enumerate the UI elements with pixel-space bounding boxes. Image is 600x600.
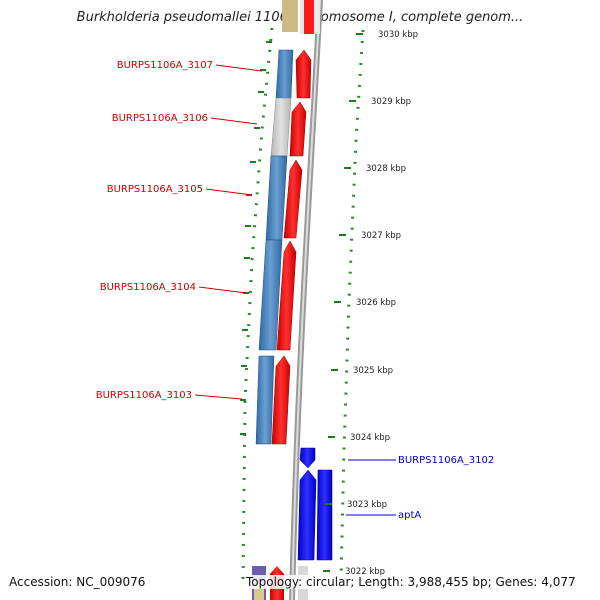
inner-dotted-ring [241, 27, 274, 581]
gene-label-leader [210, 117, 258, 125]
forward-gene-labels: BURPS1106A_3107 BURPS1106A_3106 BURPS1106A… [96, 60, 263, 401]
gene-arrow-apta-2 [316, 469, 333, 561]
gene-label[interactable]: BURPS1106A_3106 [112, 113, 208, 124]
topology-summary: Topology: circular; Length: 3,988,455 bp… [246, 575, 576, 589]
gene-label-leader [215, 64, 263, 72]
gene-block-3103 [255, 355, 275, 445]
gene-label[interactable]: aptA [398, 510, 421, 521]
tick-label: 3030 kbp [378, 30, 418, 40]
accession-label: Accession: NC_009076 [9, 575, 146, 589]
cds-arrow-track [271, 49, 312, 445]
map-title: Burkholderia pseudomallei 1106a chromoso… [76, 10, 524, 25]
tick-label: 3025 kbp [353, 366, 393, 376]
tick-label: 3023 kbp [347, 500, 387, 510]
scale-ticks [323, 33, 363, 572]
tick-label: 3026 kbp [356, 298, 396, 308]
gene-block-3106 [270, 97, 292, 157]
scale-tick-labels: 3030 kbp 3029 kbp 3028 kbp 3027 kbp 3026 kbp… [345, 30, 418, 577]
cds-arrow-3106 [289, 101, 307, 157]
gene-arrow-apta-1 [297, 469, 317, 561]
tick-label: 3029 kbp [371, 97, 411, 107]
feature-top-tan [282, 0, 320, 34]
gene-label-leader [205, 188, 253, 196]
gene-block-3107 [275, 49, 294, 99]
gene-label[interactable]: BURPS1106A_3107 [117, 60, 213, 71]
inner-ring-ticks [240, 41, 272, 435]
gene-label-leader [194, 394, 243, 400]
gene-block-3105 [265, 155, 288, 241]
outer-dotted-ring [339, 29, 365, 581]
cds-arrow-3107 [295, 49, 312, 99]
gene-label[interactable]: BURPS1106A_3103 [96, 390, 192, 401]
forward-gene-track [255, 49, 294, 445]
reverse-gene-labels: BURPS1106A_3102 aptA [346, 455, 494, 521]
gene-label[interactable]: BURPS1106A_3104 [100, 282, 196, 293]
backbone-arc [289, 0, 323, 600]
gene-label-leader [198, 286, 247, 294]
cds-arrow-3104 [276, 240, 297, 351]
gene-label[interactable]: BURPS1106A_3102 [398, 455, 494, 466]
gene-label[interactable]: BURPS1106A_3105 [107, 184, 203, 195]
tick-label: 3022 kbp [345, 567, 385, 577]
gene-block-3104 [258, 239, 283, 351]
gene-arrow-3102 [299, 447, 316, 469]
cds-arrow-3103 [271, 355, 291, 445]
tick-label: 3028 kbp [366, 164, 406, 174]
tick-label: 3024 kbp [350, 433, 390, 443]
cds-arrow-3105 [283, 159, 303, 239]
reverse-gene-track [297, 447, 333, 561]
tick-label: 3027 kbp [361, 231, 401, 241]
